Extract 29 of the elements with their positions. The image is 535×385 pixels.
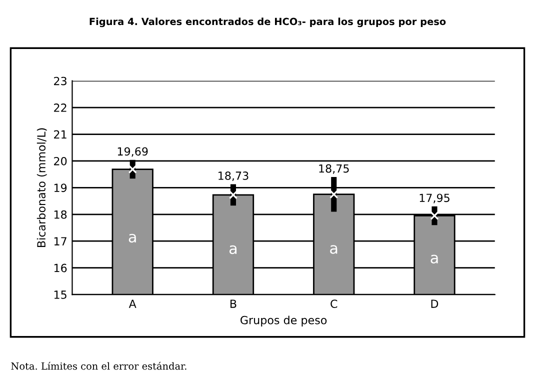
data-label: 17,95 [420,194,450,204]
x-tick-label: D [431,300,438,308]
y-tick-label: 16 [54,264,67,272]
y-tick-label: 20 [54,156,67,166]
annotation: a [430,254,438,264]
annotation: a [229,245,237,254]
y-tick-label: 21 [54,130,66,138]
annotation: a [128,234,136,243]
y-tick-label: 15 [54,290,66,299]
x-tick-label: C [330,300,338,308]
y-tick-label: 22 [54,104,66,112]
point [228,190,238,200]
point [430,211,439,220]
point [128,164,137,174]
chart-title: Figura 4. Valores encontrados de HCO₃- para los grupos por peso [90,18,446,28]
x-tick-label: A [128,300,136,308]
point [330,190,338,199]
y-tick-label: 18 [54,210,67,219]
data-label: 18,73 [218,172,248,182]
data-label: 18,75 [319,164,349,174]
x-tick-label: B [230,300,236,308]
x-axis-title: Grupos de peso [240,316,327,326]
data-label: 19,69 [118,147,148,157]
y-tick-label: 19 [54,184,67,192]
y-tick-label: 17 [54,237,66,246]
y-axis-title: Bicarbonato (mmol/L) [36,128,47,247]
y-tick-label: 23 [54,76,66,86]
text: Nota. Límites con el error estándar. [11,362,186,370]
annotation: a [330,245,338,254]
